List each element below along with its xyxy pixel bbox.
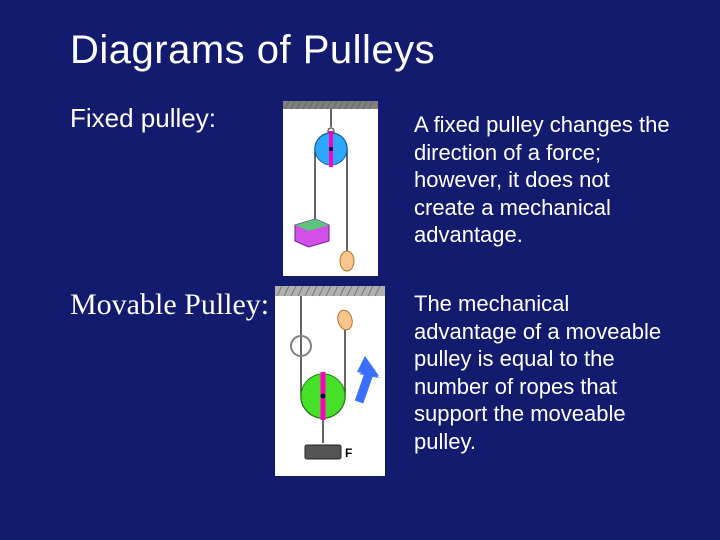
fixed-pulley-row: Fixed pulley: A fixed pulley changes the…: [70, 101, 672, 276]
movable-pulley-diagram: F: [275, 286, 385, 476]
fixed-pulley-diagram: [283, 101, 378, 276]
page-title: Diagrams of Pulleys: [70, 28, 672, 73]
fixed-pulley-label: Fixed pulley:: [70, 101, 270, 134]
movable-pulley-description: The mechanical advantage of a moveable p…: [390, 286, 672, 455]
fixed-pulley-diagram-cell: [270, 101, 390, 276]
movable-pulley-row: Movable Pulley: F The mechanical advanta…: [70, 286, 672, 476]
slide: Diagrams of Pulleys Fixed pulley: A fixe…: [0, 0, 720, 506]
svg-text:F: F: [345, 446, 352, 460]
fixed-pulley-description: A fixed pulley changes the direction of …: [390, 101, 672, 249]
movable-pulley-label: Movable Pulley:: [70, 286, 270, 322]
movable-pulley-diagram-cell: F: [270, 286, 390, 476]
